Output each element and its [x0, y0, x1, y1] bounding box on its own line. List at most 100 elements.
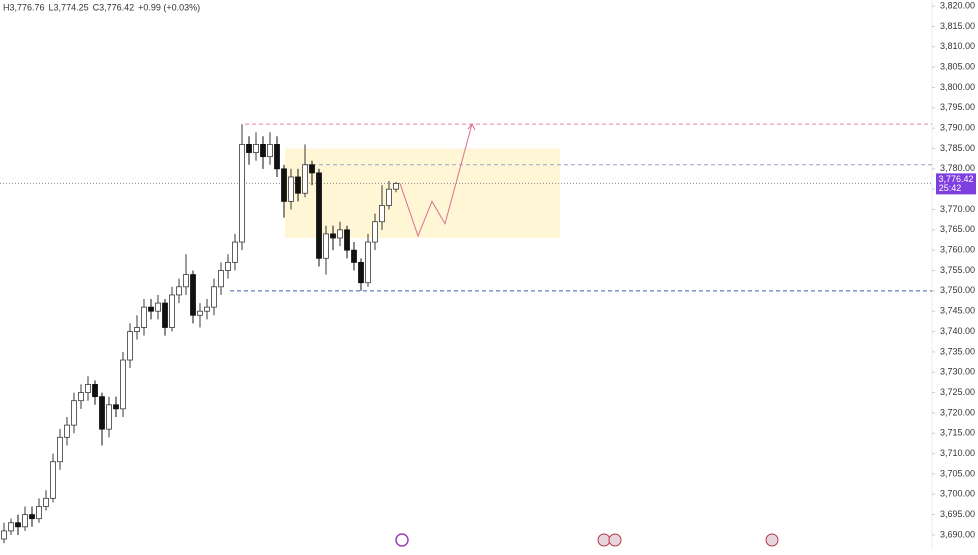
- event-icon[interactable]: [608, 533, 622, 547]
- candle-body: [15, 522, 21, 528]
- candle-body: [36, 506, 42, 520]
- y-tick-label: 3,765.00: [940, 224, 975, 234]
- y-tick-label: 3,760.00: [940, 245, 975, 255]
- candle-body: [344, 229, 350, 251]
- candle-body: [176, 286, 182, 296]
- candle-body: [85, 384, 91, 393]
- candle-body: [316, 172, 322, 259]
- candle-body: [127, 331, 133, 361]
- y-tick-label: 3,750.00: [940, 285, 975, 295]
- y-tick-label: 3,695.00: [940, 509, 975, 519]
- event-icons[interactable]: [395, 533, 779, 547]
- y-tick-label: 3,795.00: [940, 102, 975, 112]
- candle-body: [232, 241, 238, 263]
- candle-body: [337, 229, 343, 239]
- candle-body: [169, 294, 175, 328]
- candle-body: [386, 188, 392, 206]
- candle-body: [239, 144, 245, 243]
- y-tick-label: 3,815.00: [940, 21, 975, 31]
- y-tick-label: 3,735.00: [940, 346, 975, 356]
- header: H3,776.76 L3,774.25 C3,776.42 +0.99 (+0.03%…: [3, 2, 200, 12]
- candle-body: [330, 233, 336, 239]
- candle-body: [190, 274, 196, 316]
- candle-body: [246, 144, 252, 153]
- y-tick-label: 3,790.00: [940, 123, 975, 133]
- y-tick-label: 3,710.00: [940, 448, 975, 458]
- candle-body: [197, 310, 203, 316]
- candle-body: [267, 144, 273, 158]
- price-label-box: [936, 173, 976, 195]
- candle-body: [372, 221, 378, 243]
- y-tick-label: 3,690.00: [940, 529, 975, 539]
- y-tick-label: 3,820.00: [940, 0, 975, 10]
- y-tick-label: 3,720.00: [940, 407, 975, 417]
- price-label: 3,776.42: [938, 174, 973, 184]
- candle-body: [113, 404, 119, 410]
- candle-body: [302, 164, 308, 194]
- candle-body: [155, 302, 161, 312]
- ohlc-readout: +0.99 (+0.03%): [138, 2, 200, 12]
- candle-body: [393, 182, 399, 190]
- candle-body: [225, 261, 231, 271]
- candle-body: [351, 249, 357, 263]
- y-tick-label: 3,780.00: [940, 163, 975, 173]
- candle-body: [99, 396, 105, 430]
- y-tick-label: 3,810.00: [940, 41, 975, 51]
- candle-body: [71, 400, 77, 426]
- candle-body: [106, 404, 112, 430]
- candle-body: [50, 461, 56, 499]
- candle-body: [64, 424, 70, 438]
- candle-body: [274, 144, 280, 170]
- y-tick-label: 3,725.00: [940, 387, 975, 397]
- candle-body: [22, 514, 28, 528]
- candle-body: [358, 261, 364, 284]
- candle-body: [281, 168, 287, 202]
- ohlc-readout: H3,776.76: [3, 2, 45, 12]
- projection-path: [399, 123, 473, 238]
- y-tick-label: 3,740.00: [940, 326, 975, 336]
- y-tick-label: 3,805.00: [940, 61, 975, 71]
- candle-body: [141, 306, 147, 328]
- candle-body: [8, 522, 14, 532]
- candle-body: [253, 144, 259, 153]
- candle-body: [218, 270, 224, 288]
- candle-body: [204, 306, 210, 312]
- candle-body: [57, 436, 63, 463]
- candle-body: [211, 286, 217, 308]
- zone: [285, 148, 560, 238]
- candle-body: [288, 176, 294, 202]
- y-tick-label: 3,700.00: [940, 489, 975, 499]
- candle-body: [1, 530, 7, 540]
- candle-body: [92, 384, 98, 398]
- candle-body: [29, 514, 35, 520]
- event-icon[interactable]: [597, 533, 611, 547]
- y-tick-label: 3,800.00: [940, 82, 975, 92]
- y-tick-label: 3,770.00: [940, 204, 975, 214]
- y-tick-label: 3,715.00: [940, 428, 975, 438]
- y-tick-label: 3,745.00: [940, 306, 975, 316]
- candle-body: [295, 176, 301, 194]
- candle-body: [323, 233, 329, 259]
- projection-arrowhead: [467, 123, 476, 131]
- event-icon[interactable]: [395, 533, 409, 547]
- candle-body: [379, 205, 385, 223]
- y-tick-label: 3,730.00: [940, 367, 975, 377]
- y-tick-label: 3,755.00: [940, 265, 975, 275]
- candle-body: [43, 497, 49, 507]
- candle-body: [365, 241, 371, 284]
- candle-body: [120, 359, 126, 410]
- candle-body: [78, 392, 84, 402]
- ohlc-readout: L3,774.25: [49, 2, 89, 12]
- y-tick-label: 3,785.00: [940, 143, 975, 153]
- candle-body: [134, 327, 140, 332]
- event-icon[interactable]: [765, 533, 779, 547]
- candle-body: [309, 164, 315, 174]
- candle-body: [162, 302, 168, 328]
- candle-body: [148, 306, 154, 312]
- ohlc-readout: C3,776.42: [93, 2, 135, 12]
- y-tick-label: 3,705.00: [940, 468, 975, 478]
- candle-body: [260, 144, 266, 158]
- candle-body: [183, 274, 189, 288]
